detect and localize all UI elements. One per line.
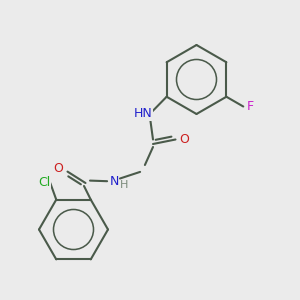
Text: N: N: [109, 175, 119, 188]
Text: H: H: [120, 180, 128, 190]
Text: Cl: Cl: [38, 176, 50, 189]
Text: O: O: [179, 133, 189, 146]
Text: F: F: [247, 100, 254, 113]
Text: O: O: [54, 161, 63, 175]
Text: HN: HN: [134, 107, 152, 120]
